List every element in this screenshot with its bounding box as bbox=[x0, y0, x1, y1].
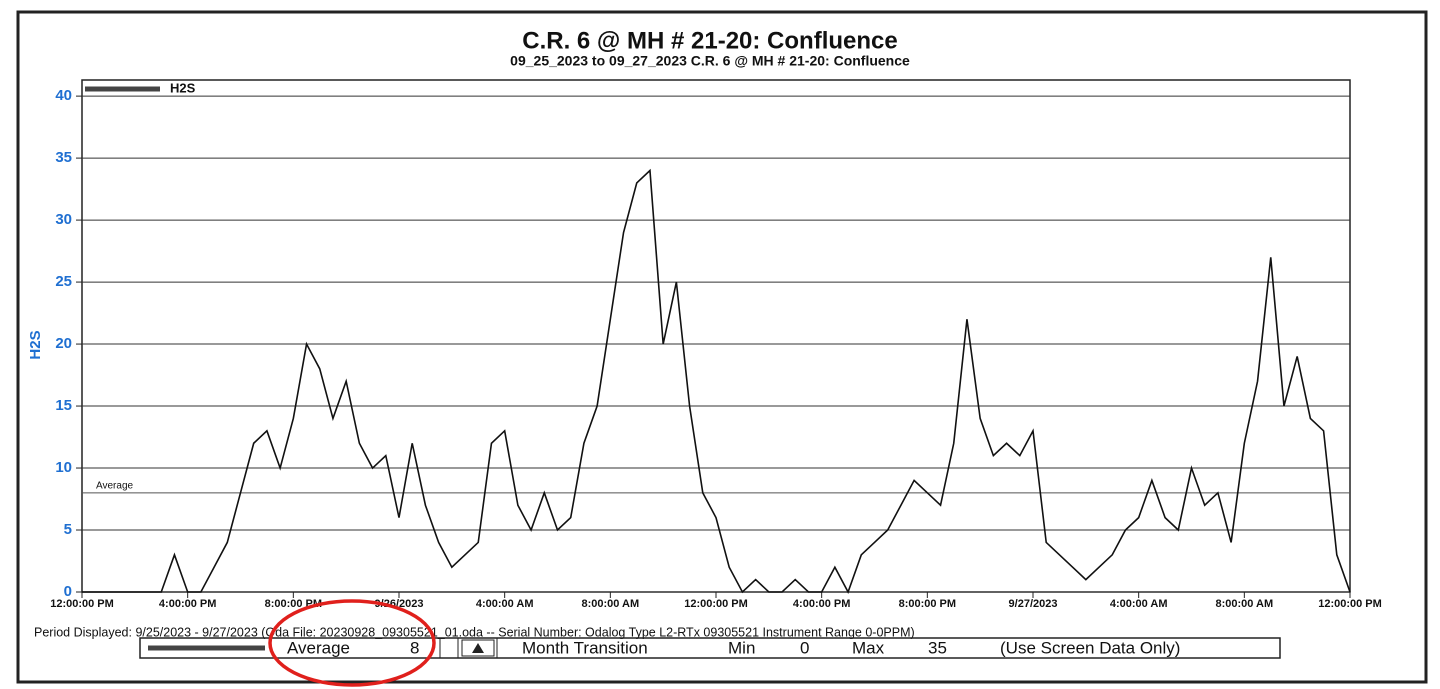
y-tick-label: 10 bbox=[55, 459, 72, 476]
average-label: Average bbox=[96, 480, 134, 491]
y-tick-label: 25 bbox=[55, 273, 72, 290]
data-line bbox=[82, 168, 1351, 594]
highlight-circle bbox=[268, 599, 436, 687]
summary-bar: Average 8 Month Transition Min 0 Max 35 … bbox=[139, 637, 1281, 659]
chart-subtitle: 09_25_2023 to 09_27_2023 C.R. 6 @ MH # 2… bbox=[510, 53, 910, 69]
x-tick-label: 9/26/2023 bbox=[375, 598, 424, 610]
y-tick-label: 30 bbox=[55, 211, 72, 228]
y-tick-label: 20 bbox=[55, 335, 72, 352]
summary-note: (Use Screen Data Only) bbox=[1000, 638, 1180, 657]
x-tick-label: 8:00:00 PM bbox=[265, 598, 322, 610]
legend-label: H2S bbox=[170, 80, 196, 95]
summary-max-label: Max bbox=[852, 638, 885, 657]
y-axis-label: H2S bbox=[27, 330, 44, 359]
x-tick-label: 4:00:00 PM bbox=[159, 598, 216, 610]
y-tick-label: 0 bbox=[64, 583, 72, 600]
chart-title: C.R. 6 @ MH # 21-20: Confluence bbox=[522, 27, 897, 54]
summary-box bbox=[139, 637, 1281, 659]
x-tick-label: 8:00:00 AM bbox=[581, 598, 639, 610]
summary-month-transition: Month Transition bbox=[522, 638, 648, 657]
y-tick-label: 15 bbox=[55, 397, 72, 414]
summary-min-label: Min bbox=[728, 638, 755, 657]
x-tick-label: 8:00:00 PM bbox=[899, 598, 956, 610]
x-tick-label: 4:00:00 AM bbox=[476, 598, 534, 610]
summary-average-label: Average bbox=[287, 638, 350, 657]
triangle-box bbox=[461, 639, 495, 657]
x-tick-label: 12:00:00 PM bbox=[684, 598, 748, 610]
footer: Period Displayed: 9/25/2023 - 9/27/2023 … bbox=[34, 625, 915, 639]
summary-average: 8 bbox=[410, 638, 419, 657]
frame bbox=[16, 10, 1428, 684]
x-tick-label: 12:00:00 PM bbox=[50, 598, 114, 610]
x-tick-label: 9/27/2023 bbox=[1009, 598, 1058, 610]
y-tick-label: 35 bbox=[55, 149, 72, 166]
summary-max: 35 bbox=[928, 638, 947, 657]
x-tick-label: 12:00:00 PM bbox=[1318, 598, 1382, 610]
y-tick-label: 5 bbox=[64, 521, 72, 538]
x-tick-label: 4:00:00 PM bbox=[793, 598, 850, 610]
x-tick-label: 8:00:00 AM bbox=[1215, 598, 1273, 610]
x-tick-label: 4:00:00 AM bbox=[1110, 598, 1168, 610]
summary-min: 0 bbox=[800, 638, 809, 657]
triangle-icon bbox=[472, 643, 484, 653]
y-tick-label: 40 bbox=[55, 87, 72, 104]
